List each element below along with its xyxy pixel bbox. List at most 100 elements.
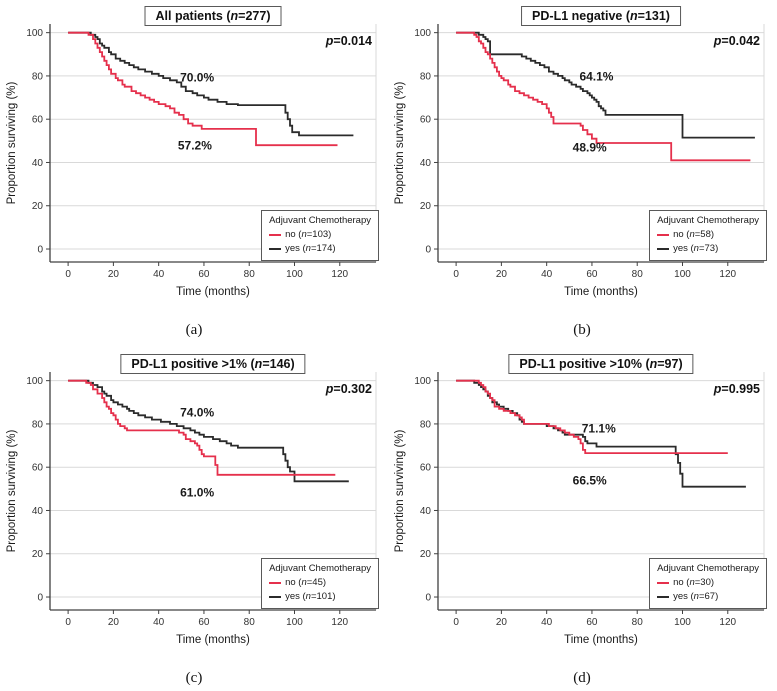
y-tick-label: 60 — [420, 115, 432, 126]
y-tick-label: 0 — [425, 593, 431, 604]
legend-item-no: no (n=103) — [269, 228, 371, 242]
x-tick-label: 80 — [244, 617, 256, 628]
panel-letter-a: (a) — [185, 322, 203, 338]
black-line-swatch — [657, 596, 670, 599]
legend-label-yes: yes (n=101) — [285, 590, 335, 604]
panel-b: 0 20 40 60 80 100 120 0 20 40 60 80 100 64.1% 48.9% Tim… — [388, 0, 777, 348]
y-axis-label: Proportion surviving (%) — [6, 429, 18, 552]
survival-curve-no — [456, 379, 728, 454]
y-tick-label: 0 — [37, 593, 43, 604]
y-tick-label: 100 — [26, 376, 43, 387]
x-tick-label: 40 — [153, 269, 165, 280]
p-number: =0.014 — [333, 34, 372, 48]
x-tick-label: 20 — [496, 617, 508, 628]
title-text-suffix: =131) — [637, 9, 670, 23]
x-tick-label: 120 — [331, 269, 348, 280]
p-italic: p — [325, 34, 334, 48]
x-tick-label: 80 — [244, 269, 256, 280]
legend-label-no: no (n=30) — [673, 576, 714, 590]
title-text: All patients ( — [155, 9, 231, 23]
x-tick-label: 120 — [719, 269, 736, 280]
panel-c-title: PD-L1 positive >1% (n=146) — [120, 354, 306, 374]
p-value-a: p=0.014 — [326, 34, 372, 48]
legend-n-italic: n — [693, 591, 699, 603]
x-tick-label: 40 — [541, 269, 553, 280]
y-tick-label: 20 — [32, 201, 44, 212]
legend-n-italic: n — [305, 243, 311, 255]
legend-n-italic: n — [301, 229, 307, 241]
legend-item-no: no (n=30) — [657, 576, 759, 590]
x-tick-label: 100 — [674, 269, 691, 280]
p-number: =0.302 — [333, 382, 372, 396]
p-value-b: p=0.042 — [714, 34, 760, 48]
panel-a-title: All patients (n=277) — [144, 6, 282, 26]
y-tick-label: 80 — [420, 419, 432, 430]
x-tick-label: 0 — [65, 617, 71, 628]
legend-label-yes: yes (n=73) — [673, 242, 718, 256]
panel-d: 0 20 40 60 80 100 120 0 20 40 60 80 100 71.1% 66.5% Tim… — [388, 348, 777, 691]
legend-box-c: Adjuvant Chemotherapy no (n=45) yes (n=1… — [261, 557, 379, 609]
y-axis-label: Proportion surviving (%) — [6, 81, 18, 204]
y-tick-label: 80 — [420, 71, 432, 82]
legend-box-b: Adjuvant Chemotherapy no (n=58) yes (n=7… — [649, 209, 767, 261]
legend-n-italic: n — [305, 591, 311, 603]
title-text-suffix: =277) — [238, 9, 271, 23]
y-tick-label: 80 — [32, 419, 44, 430]
legend-text-suffix: =30) — [694, 577, 715, 589]
red-line-swatch — [269, 582, 282, 585]
red-line-swatch — [657, 582, 670, 585]
black-line-swatch — [269, 596, 282, 599]
p-italic: p — [713, 34, 722, 48]
title-text: PD-L1 positive >10% ( — [519, 357, 650, 371]
x-tick-label: 20 — [108, 617, 120, 628]
x-tick-label: 20 — [108, 269, 120, 280]
legend-box-d: Adjuvant Chemotherapy no (n=30) yes (n=6… — [649, 557, 767, 609]
p-italic: p — [713, 382, 722, 396]
title-n-italic: n — [649, 357, 658, 371]
panel-c: 0 20 40 60 80 100 120 0 20 40 60 80 100 74.0% 61.0% Tim… — [0, 348, 388, 691]
survival-curve-yes — [68, 379, 349, 483]
legend-n-italic: n — [693, 243, 699, 255]
y-tick-label: 20 — [32, 549, 44, 560]
panel-d-title: PD-L1 positive >10% (n=97) — [508, 354, 694, 374]
legend-box-a: Adjuvant Chemotherapy no (n=103) yes (n=… — [261, 209, 379, 261]
y-tick-label: 60 — [32, 463, 44, 474]
x-tick-label: 80 — [632, 269, 644, 280]
legend-title: Adjuvant Chemotherapy — [269, 214, 371, 226]
km-chart-pdl1-positive-1pct: 0 20 40 60 80 100 120 0 20 40 60 80 100 74.0% 61.0% Tim… — [6, 372, 377, 646]
legend-item-no: no (n=58) — [657, 228, 759, 242]
x-tick-label: 100 — [286, 269, 303, 280]
x-axis-label: Time (months) — [176, 634, 250, 646]
survival-rate-annotation: 57.2% — [178, 138, 212, 152]
legend-n-italic: n — [689, 229, 695, 241]
y-tick-label: 0 — [425, 245, 431, 256]
x-tick-label: 60 — [586, 617, 598, 628]
y-tick-label: 40 — [32, 506, 44, 517]
title-text-suffix: =146) — [262, 357, 295, 371]
legend-label-no: no (n=103) — [285, 228, 331, 242]
red-line-swatch — [657, 234, 670, 237]
p-number: =0.042 — [721, 34, 760, 48]
legend-text: yes ( — [285, 243, 306, 255]
legend-text: yes ( — [673, 243, 694, 255]
legend-title: Adjuvant Chemotherapy — [657, 562, 759, 574]
legend-label-no: no (n=45) — [285, 576, 326, 590]
y-tick-label: 100 — [26, 28, 43, 39]
x-tick-label: 60 — [586, 269, 598, 280]
x-tick-label: 100 — [286, 617, 303, 628]
p-value-d: p=0.995 — [714, 382, 760, 396]
y-tick-label: 40 — [420, 158, 432, 169]
survival-rate-annotation: 70.0% — [180, 70, 214, 84]
title-text-suffix: =97) — [657, 357, 683, 371]
y-tick-label: 100 — [414, 28, 431, 39]
survival-curve-yes — [456, 31, 755, 139]
legend-text-suffix: =101) — [310, 591, 336, 603]
legend-text-suffix: =67) — [698, 591, 719, 603]
legend-label-yes: yes (n=174) — [285, 242, 335, 256]
x-axis-label: Time (months) — [176, 286, 250, 298]
title-text: PD-L1 negative ( — [532, 9, 630, 23]
legend-text-suffix: =58) — [694, 229, 715, 241]
survival-rate-annotation: 48.9% — [573, 141, 607, 155]
survival-rate-annotation: 61.0% — [180, 485, 214, 499]
p-value-c: p=0.302 — [326, 382, 372, 396]
